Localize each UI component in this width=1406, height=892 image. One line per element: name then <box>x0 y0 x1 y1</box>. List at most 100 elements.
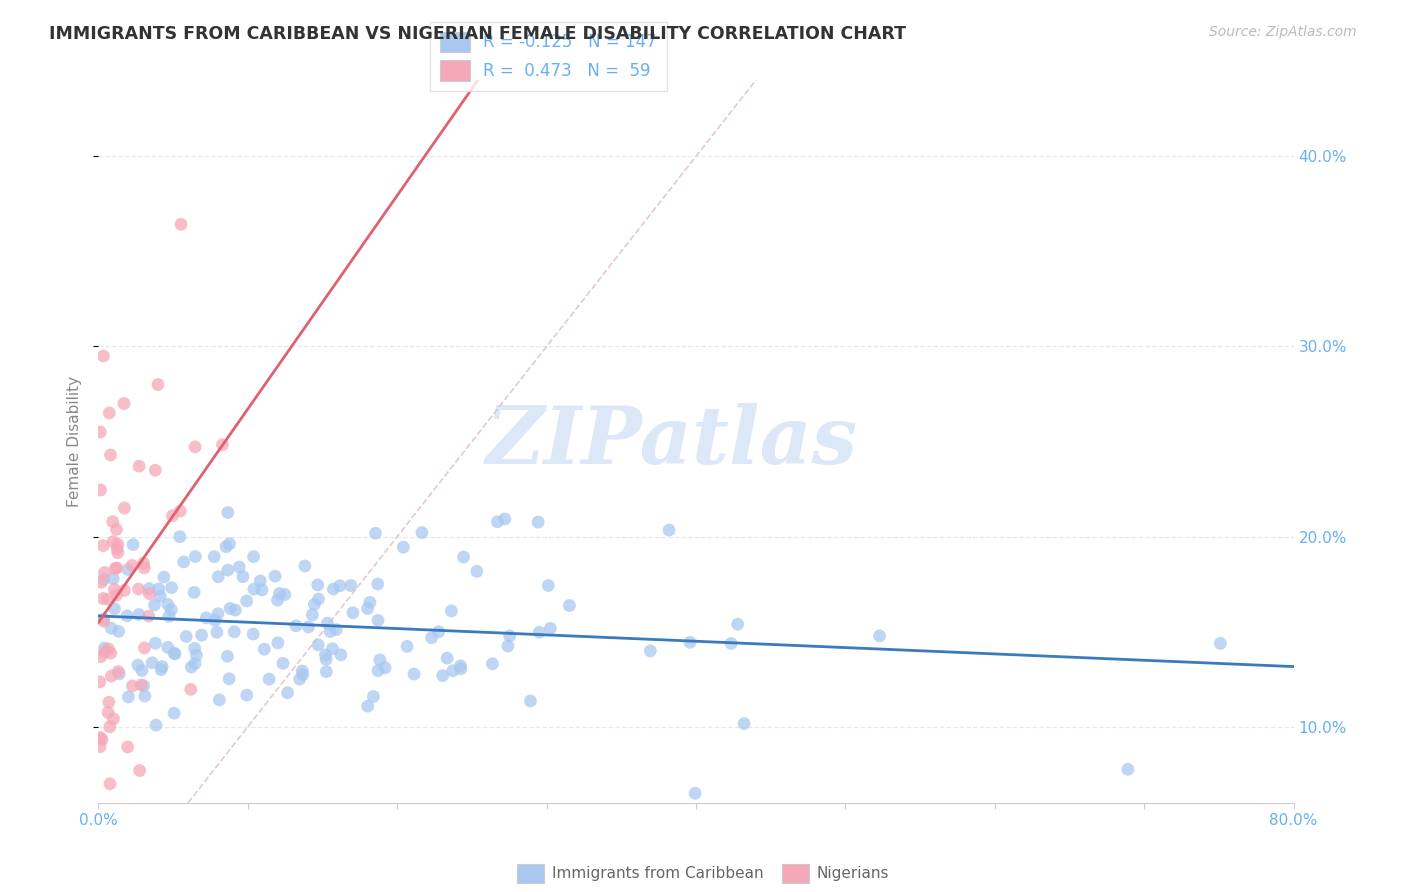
Point <box>100 621 122 635</box>
Point <box>103 712 125 726</box>
Point <box>134 561 156 575</box>
Point <box>150 659 173 673</box>
Point <box>121 679 143 693</box>
Point <box>148 582 170 596</box>
Point <box>100 646 122 660</box>
Point <box>440 604 463 618</box>
Point <box>308 592 330 607</box>
Point <box>224 603 246 617</box>
Point <box>432 668 454 682</box>
Point <box>340 578 363 592</box>
Point <box>322 582 344 596</box>
Point <box>93 640 115 655</box>
Point <box>107 537 129 551</box>
Text: Source: ZipAtlas.com: Source: ZipAtlas.com <box>1209 25 1357 39</box>
Point <box>104 561 127 575</box>
Point <box>733 716 755 731</box>
Point <box>97 695 120 709</box>
Point <box>91 732 114 747</box>
Point <box>149 589 172 603</box>
Point <box>486 515 509 529</box>
Point <box>128 582 150 596</box>
Point <box>122 538 145 552</box>
Point <box>207 570 229 584</box>
Point <box>100 669 122 683</box>
Point <box>208 693 231 707</box>
Point <box>103 534 125 549</box>
Point <box>869 629 891 643</box>
Point <box>89 739 111 754</box>
Point <box>143 636 166 650</box>
Point <box>105 522 128 536</box>
Point <box>108 666 131 681</box>
Point <box>121 558 143 573</box>
Point <box>1116 762 1139 776</box>
Point <box>183 585 205 599</box>
Text: IMMIGRANTS FROM CARIBBEAN VS NIGERIAN FEMALE DISABILITY CORRELATION CHART: IMMIGRANTS FROM CARIBBEAN VS NIGERIAN FE… <box>49 25 907 43</box>
Point <box>190 628 212 642</box>
Point <box>527 515 550 529</box>
Point <box>519 694 541 708</box>
Point <box>183 641 205 656</box>
Point <box>427 624 450 639</box>
Point <box>89 731 111 745</box>
Point <box>132 556 155 570</box>
Point <box>329 648 352 662</box>
Point <box>103 572 125 586</box>
Point <box>186 648 208 663</box>
Point <box>294 559 316 574</box>
Point <box>450 659 472 673</box>
Point <box>128 607 150 622</box>
Point <box>107 624 129 639</box>
Point <box>285 619 308 633</box>
Point <box>112 500 135 515</box>
Point <box>253 642 276 657</box>
Point <box>465 565 488 579</box>
Point <box>274 587 297 601</box>
Point <box>494 512 516 526</box>
Point <box>157 609 180 624</box>
Point <box>277 686 299 700</box>
Point <box>219 601 242 615</box>
Point <box>117 563 139 577</box>
Point <box>163 647 186 661</box>
Point <box>91 539 114 553</box>
Point <box>307 638 329 652</box>
Point <box>162 508 184 523</box>
Point <box>103 582 125 597</box>
Point <box>316 616 339 631</box>
Point <box>496 639 519 653</box>
Point <box>314 648 336 662</box>
Point <box>156 598 179 612</box>
Point <box>271 657 294 671</box>
Point <box>537 578 560 592</box>
Point <box>150 663 173 677</box>
Point <box>267 636 290 650</box>
Point <box>98 777 121 791</box>
Point <box>107 665 129 679</box>
Point <box>163 646 186 660</box>
Point <box>217 563 239 577</box>
Point <box>90 483 112 497</box>
Point <box>269 586 291 600</box>
Point <box>1209 636 1232 650</box>
Point <box>218 537 240 551</box>
Point <box>112 583 135 598</box>
Point <box>453 549 475 564</box>
Point <box>169 530 191 544</box>
Point <box>215 540 238 554</box>
Point <box>538 621 561 635</box>
Point <box>91 591 114 606</box>
Point <box>173 555 195 569</box>
Point <box>98 406 121 420</box>
Point <box>100 448 122 462</box>
Point <box>103 601 125 615</box>
Point <box>297 620 319 634</box>
Point <box>266 593 288 607</box>
Point <box>105 541 128 556</box>
Point <box>374 661 396 675</box>
Point <box>94 645 117 659</box>
Point <box>112 396 135 410</box>
Point <box>363 690 385 704</box>
Point <box>727 617 749 632</box>
